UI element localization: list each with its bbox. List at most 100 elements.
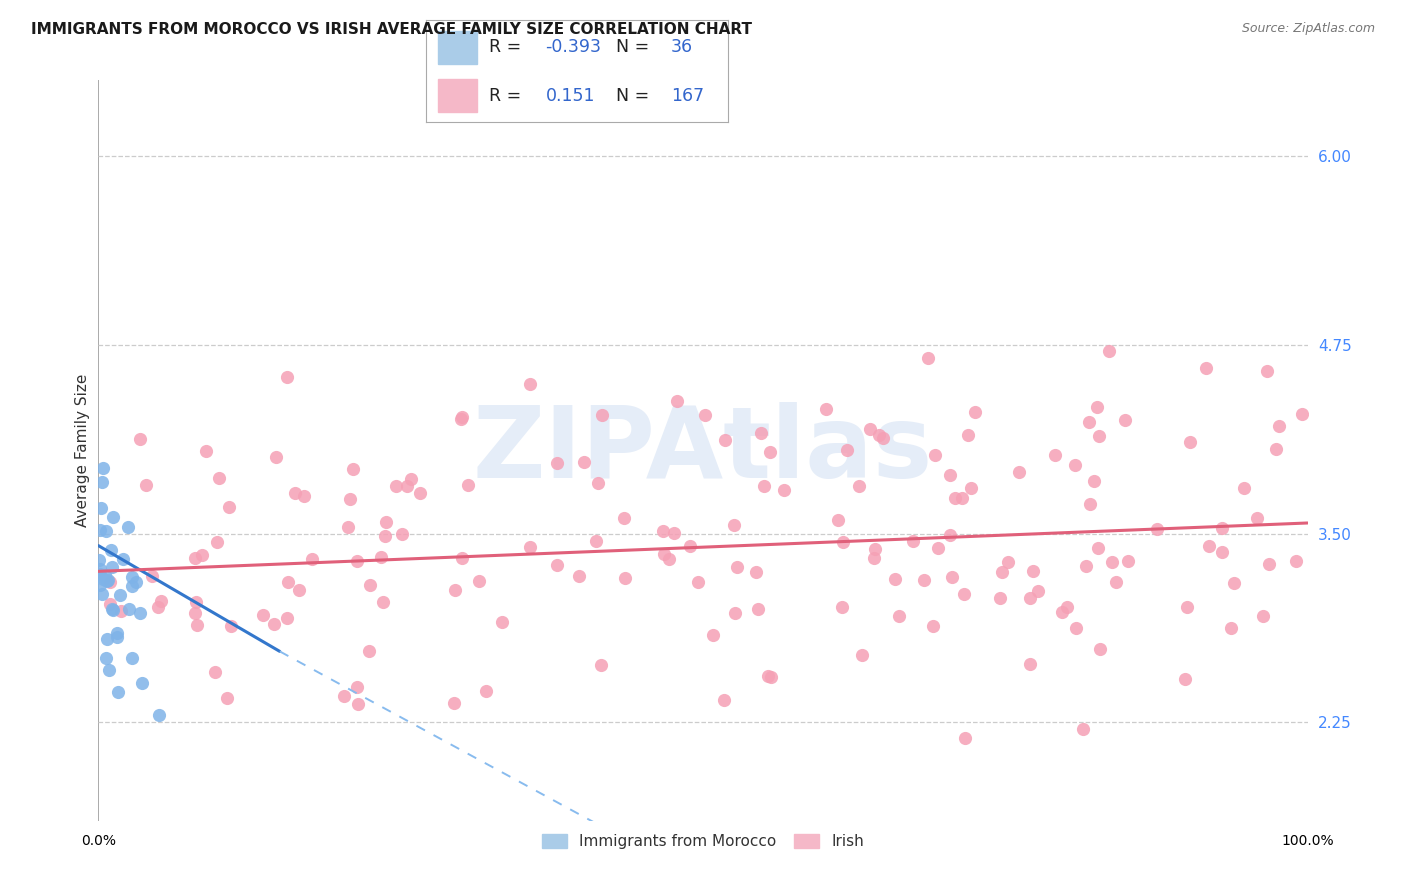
Point bbox=[100, 602, 122, 616]
Point bbox=[336, 520, 359, 534]
Point bbox=[1026, 584, 1049, 599]
Point bbox=[107, 630, 129, 644]
Point bbox=[988, 591, 1011, 605]
Point bbox=[292, 489, 315, 503]
Point bbox=[96, 651, 118, 665]
Point bbox=[91, 572, 114, 586]
Point bbox=[991, 566, 1014, 580]
Point bbox=[865, 541, 887, 556]
Point bbox=[1056, 599, 1078, 614]
Point bbox=[939, 467, 962, 482]
Point bbox=[374, 529, 396, 543]
Point bbox=[953, 587, 976, 601]
Point bbox=[1105, 574, 1128, 589]
Point bbox=[1146, 522, 1168, 536]
Point bbox=[938, 527, 960, 541]
Point bbox=[1078, 415, 1101, 429]
Point bbox=[1268, 419, 1291, 434]
Point bbox=[399, 472, 422, 486]
Point bbox=[89, 523, 111, 537]
Point bbox=[1085, 400, 1108, 414]
Point bbox=[129, 433, 152, 447]
Point bbox=[664, 526, 686, 541]
Point bbox=[301, 552, 323, 566]
Bar bbox=[439, 31, 478, 63]
Point bbox=[384, 479, 406, 493]
Point bbox=[121, 570, 143, 584]
Point bbox=[150, 594, 173, 608]
Point bbox=[288, 583, 311, 598]
Point bbox=[686, 575, 709, 590]
Point bbox=[724, 606, 747, 620]
Point bbox=[1256, 364, 1278, 378]
Point bbox=[1008, 465, 1031, 479]
Point bbox=[1233, 481, 1256, 495]
Point bbox=[848, 478, 870, 492]
Point bbox=[339, 491, 361, 506]
Point bbox=[475, 683, 498, 698]
Point bbox=[959, 481, 981, 495]
Point bbox=[108, 588, 131, 602]
Point bbox=[1043, 448, 1066, 462]
Point bbox=[957, 428, 980, 442]
Point bbox=[205, 534, 228, 549]
Point bbox=[98, 597, 121, 611]
Point bbox=[121, 650, 143, 665]
Point bbox=[519, 540, 541, 554]
Point bbox=[89, 567, 111, 582]
Point bbox=[346, 554, 368, 568]
Point bbox=[91, 460, 114, 475]
Point bbox=[208, 471, 231, 485]
Point bbox=[1071, 722, 1094, 736]
Point bbox=[450, 411, 472, 425]
Point bbox=[444, 583, 467, 598]
Point bbox=[1174, 672, 1197, 686]
Point bbox=[195, 444, 218, 458]
Point bbox=[135, 478, 157, 492]
Point bbox=[101, 559, 124, 574]
Point bbox=[754, 479, 776, 493]
Point bbox=[450, 410, 472, 425]
Point bbox=[773, 483, 796, 497]
Point bbox=[184, 595, 207, 609]
Point bbox=[97, 573, 120, 587]
Point bbox=[215, 691, 238, 706]
Point bbox=[702, 628, 724, 642]
Point bbox=[359, 644, 381, 658]
Text: 167: 167 bbox=[671, 87, 704, 104]
Point bbox=[148, 707, 170, 722]
Point bbox=[589, 658, 612, 673]
Point bbox=[1198, 540, 1220, 554]
Point bbox=[107, 685, 129, 699]
Point bbox=[695, 408, 717, 422]
Point bbox=[835, 442, 858, 457]
Point bbox=[101, 510, 124, 524]
Point bbox=[613, 511, 636, 525]
Point bbox=[1063, 458, 1085, 473]
Point bbox=[912, 573, 935, 587]
Point bbox=[491, 615, 513, 629]
Point bbox=[1175, 600, 1198, 615]
Point bbox=[1223, 575, 1246, 590]
Point bbox=[468, 574, 491, 588]
Point bbox=[374, 515, 396, 529]
Point bbox=[184, 550, 207, 565]
Point bbox=[887, 609, 910, 624]
Point bbox=[572, 454, 595, 468]
Point bbox=[129, 606, 152, 620]
Point bbox=[443, 696, 465, 710]
Point bbox=[1050, 605, 1073, 619]
Point bbox=[832, 534, 855, 549]
Point bbox=[1211, 545, 1233, 559]
Point bbox=[1087, 541, 1109, 556]
Point bbox=[1220, 622, 1243, 636]
Point bbox=[665, 394, 688, 409]
Point bbox=[827, 513, 849, 527]
Point bbox=[965, 404, 987, 418]
Point bbox=[98, 663, 121, 677]
Point bbox=[591, 408, 613, 422]
Point bbox=[359, 578, 381, 592]
Point bbox=[457, 478, 479, 492]
Point bbox=[284, 485, 307, 500]
Point bbox=[713, 693, 735, 707]
